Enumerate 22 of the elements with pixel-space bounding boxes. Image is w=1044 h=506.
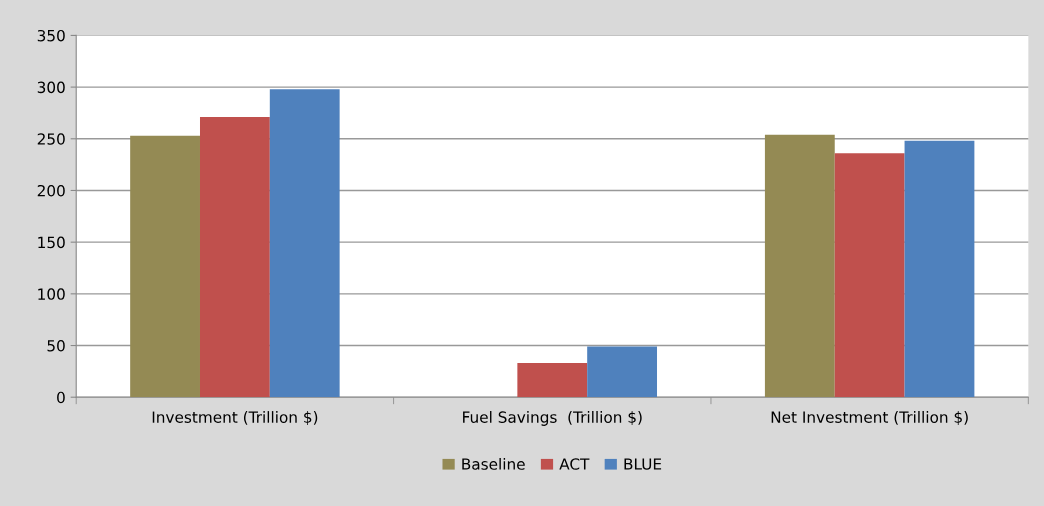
bar [764, 134, 835, 398]
bar [269, 89, 340, 398]
bar [130, 135, 200, 398]
legend-label: BLUE [624, 458, 662, 470]
y-tick-label: 200 [37, 184, 65, 197]
legend-label: ACT [559, 458, 590, 470]
y-tick-label: 100 [38, 288, 65, 300]
y-tick-label: 250 [37, 133, 65, 145]
y-tick-label: 150 [38, 236, 65, 249]
y-tick-label: 0 [57, 391, 65, 404]
y-tick-label: 300 [37, 81, 65, 94]
bar [517, 363, 588, 398]
x-tick-label: Fuel Savings (Trillion $) [463, 411, 642, 426]
y-tick-label: 350 [37, 29, 65, 42]
legend-label: Baseline [462, 457, 525, 470]
y-tick-label: 50 [47, 339, 65, 352]
bar [199, 117, 270, 398]
x-tick-label: Investment (Trillion $) [152, 411, 318, 425]
bar [834, 153, 905, 398]
x-tick-label: Net Investment (Trillion $) [771, 411, 968, 425]
bar [587, 346, 658, 398]
bar [904, 140, 975, 398]
